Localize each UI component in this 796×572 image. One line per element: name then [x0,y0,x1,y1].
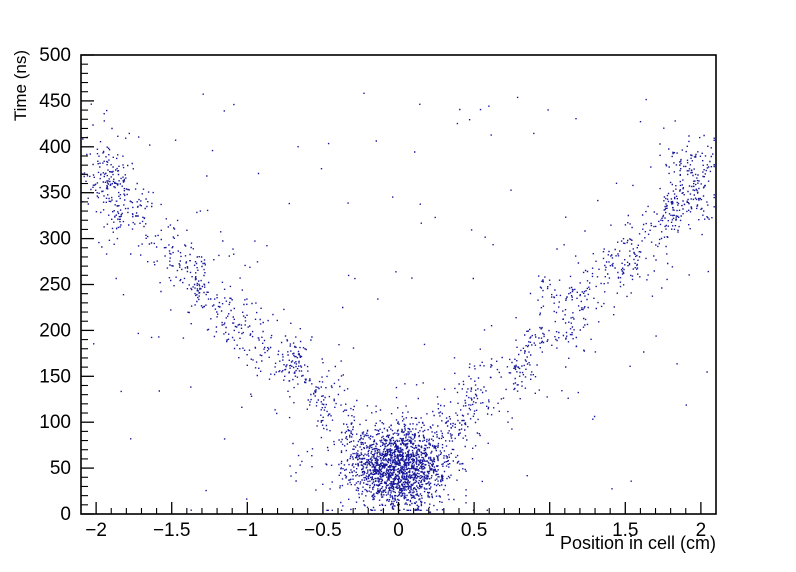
y-tick-label: 250 [39,275,71,296]
y-tick-label: 100 [39,412,71,433]
y-axis: 0 50 100 150 200 250 300 350 400 450 500 [39,45,94,525]
x-tick-label: −1.5 [153,520,191,541]
y-tick-label: 500 [39,45,71,66]
y-tick-label: 200 [39,320,71,341]
x-axis-title: Position in cell (cm) [560,533,716,553]
y-tick-label: 350 [39,183,71,204]
x-tick-label: 2 [696,520,707,541]
x-tick-label: −0.5 [304,520,342,541]
y-tick-label: 400 [39,137,71,158]
x-tick-label: 1 [544,520,555,541]
y-tick-label: 300 [39,229,71,250]
y-tick-label: 0 [60,504,71,525]
x-tick-label: 0 [393,520,404,541]
x-tick-label: 1.5 [612,520,638,541]
y-tick-label: 150 [39,366,71,387]
x-axis: −2 −1.5 −1 −0.5 0 0.5 1 1.5 2 [85,502,706,541]
x-tick-label: −1 [236,520,258,541]
x-tick-label: −2 [85,520,107,541]
y-tick-label: 450 [39,91,71,112]
y-tick-label: 50 [50,458,71,479]
x-tick-label: 0.5 [461,520,487,541]
y-axis-title: Time (ns) [11,50,30,121]
